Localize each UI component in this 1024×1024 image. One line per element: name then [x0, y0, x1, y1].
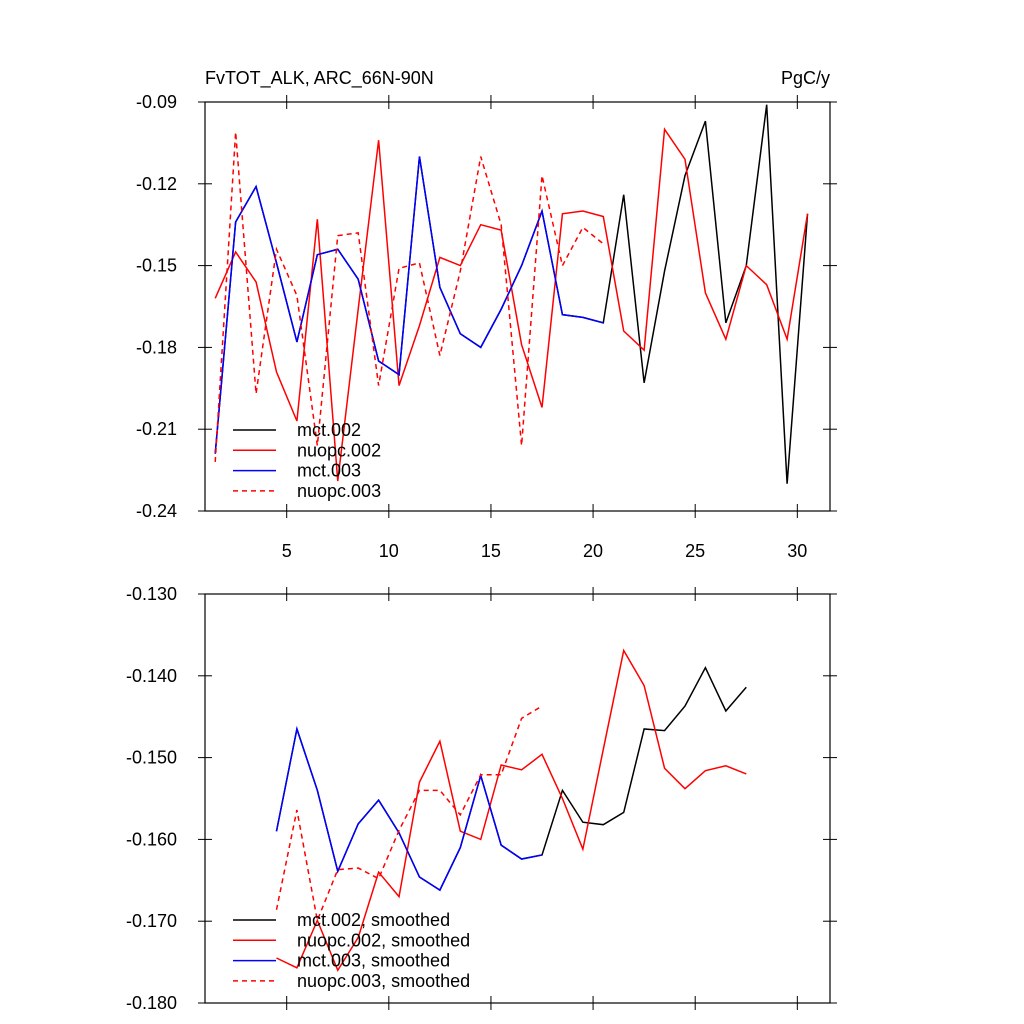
y-tick-label: -0.130 — [126, 584, 177, 604]
x-tick-label: 10 — [379, 541, 399, 561]
x-tick-label: 20 — [583, 541, 603, 561]
y-tick-label: -0.09 — [136, 92, 177, 112]
units-label: PgC/y — [781, 68, 830, 88]
y-tick-label: -0.180 — [126, 993, 177, 1013]
x-tick-label: 5 — [282, 541, 292, 561]
plot-frame — [204, 593, 831, 1004]
y-tick-label: -0.12 — [136, 174, 177, 194]
series-line — [275, 705, 543, 924]
x-tick-label: 30 — [787, 541, 807, 561]
series-line — [275, 726, 543, 892]
legend-label: nuopc.003, smoothed — [297, 971, 470, 991]
legend-label: mct.003 — [297, 461, 361, 481]
chart-title: FvTOT_ALK, ARC_66N-90N — [205, 68, 434, 89]
y-tick-label: -0.170 — [126, 911, 177, 931]
legend-label: mct.002 — [297, 420, 361, 440]
x-tick-label: 25 — [685, 541, 705, 561]
x-tick-label: 15 — [481, 541, 501, 561]
series-line — [214, 131, 604, 462]
plot-frame — [204, 101, 831, 512]
series-line — [276, 648, 747, 972]
y-tick-label: -0.21 — [136, 419, 177, 439]
series-line — [214, 156, 604, 454]
y-tick-label: -0.24 — [136, 501, 177, 521]
y-tick-label: -0.150 — [126, 748, 177, 768]
legend-label: nuopc.002 — [297, 440, 381, 460]
y-tick-label: -0.140 — [126, 666, 177, 686]
legend-label: nuopc.002, smoothed — [297, 930, 470, 950]
y-tick-label: -0.18 — [136, 337, 177, 357]
y-tick-label: -0.160 — [126, 829, 177, 849]
legend-label: mct.003, smoothed — [297, 951, 450, 971]
y-tick-label: -0.15 — [136, 256, 177, 276]
legend-label: mct.002, smoothed — [297, 910, 450, 930]
legend-label: nuopc.003 — [297, 481, 381, 501]
